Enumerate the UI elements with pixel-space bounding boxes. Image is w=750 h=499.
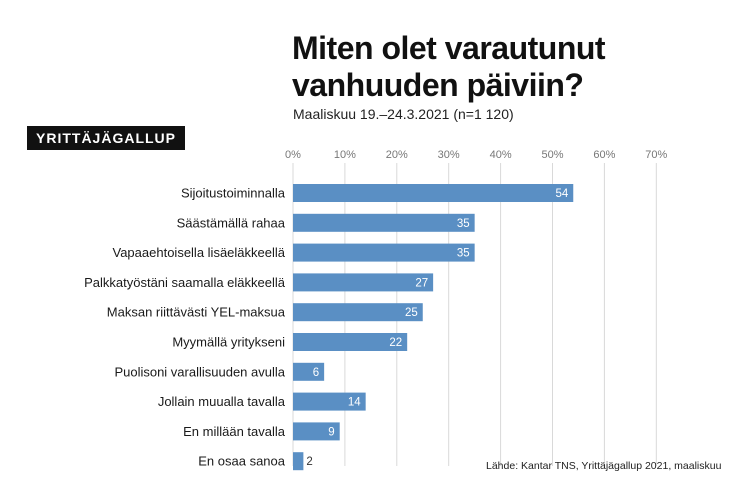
data-label: 25 (405, 307, 418, 319)
bar (293, 184, 574, 202)
category-label: Maksan riittävästi YEL-maksua (107, 305, 286, 320)
bar (293, 452, 304, 471)
x-tick-label: 50% (541, 149, 563, 161)
chart-title-line-1: Miten olet varautunut (292, 30, 606, 66)
category-label: En osaa sanoa (198, 454, 286, 469)
category-label: Myymällä yritykseni (172, 335, 285, 350)
bar (293, 243, 475, 262)
category-label: Jollain muualla tavalla (158, 394, 286, 409)
category-label: Puolisoni varallisuuden avulla (114, 364, 285, 379)
x-tick-label: 60% (593, 149, 615, 161)
category-label: En millään tavalla (183, 424, 286, 439)
data-label: 35 (457, 248, 470, 260)
bar (293, 362, 325, 381)
chart-title-line-2: vanhuuden päiviin? (292, 67, 584, 103)
data-label: 2 (306, 456, 312, 468)
category-label: Vapaaehtoisella lisäeläkkeellä (113, 245, 286, 260)
data-label: 54 (555, 188, 568, 200)
data-label: 35 (457, 218, 470, 230)
bar (293, 273, 434, 292)
brand-logo: YRITTÄJÄGALLUP (27, 126, 185, 150)
x-tick-label: 10% (334, 149, 356, 161)
bar (293, 213, 475, 232)
x-tick-label: 20% (386, 149, 408, 161)
source-note: Lähde: Kantar TNS, Yrittäjägallup 2021, … (486, 460, 722, 472)
bar (293, 303, 423, 322)
x-tick-label: 40% (490, 149, 512, 161)
chart-title: Miten olet varautunut vanhuuden päiviin? (292, 30, 732, 104)
data-label: 22 (389, 337, 402, 349)
chart-subtitle: Maaliskuu 19.–24.3.2021 (n=1 120) (293, 106, 514, 122)
bar (293, 392, 366, 411)
bar (293, 422, 340, 441)
x-tick-label: 0% (285, 149, 301, 161)
data-label: 14 (348, 397, 361, 409)
data-label: 27 (415, 277, 428, 289)
bar (293, 333, 408, 351)
data-label: 6 (313, 367, 319, 379)
category-label: Palkkatyöstäni saamalla eläkkeellä (84, 275, 286, 290)
category-label: Säästämällä rahaa (177, 215, 286, 230)
category-label: Sijoitustoiminnalla (181, 186, 286, 201)
data-label: 9 (328, 426, 334, 438)
x-tick-label: 30% (438, 149, 460, 161)
x-tick-label: 70% (645, 149, 667, 161)
